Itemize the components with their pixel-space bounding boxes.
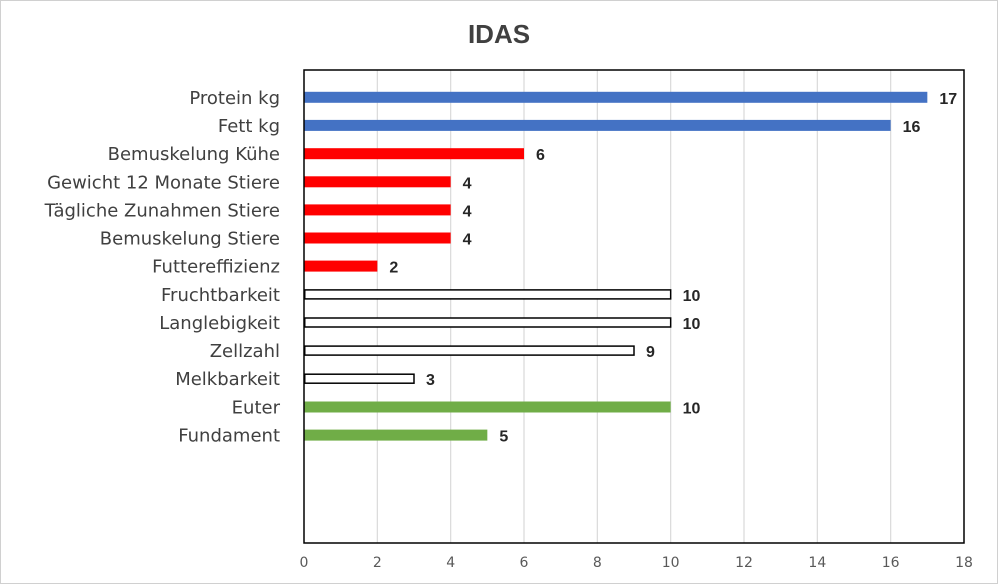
bar-futtereffizienz bbox=[304, 260, 378, 272]
category-label-gewicht-12-monate-stiere: Gewicht 12 Monate Stiere bbox=[47, 172, 280, 193]
data-label-gewicht-12-monate-stiere: 4 bbox=[463, 175, 472, 192]
x-tick-label: 8 bbox=[593, 555, 602, 571]
category-label-fruchtbarkeit: Fruchtbarkeit bbox=[161, 285, 280, 306]
category-label-fundament: Fundament bbox=[178, 426, 280, 447]
category-label-bemuskelung-kuehe: Bemuskelung Kühe bbox=[108, 144, 280, 165]
category-label-protein-kg: Protein kg bbox=[189, 88, 280, 109]
data-label-fundament: 5 bbox=[499, 429, 508, 446]
data-label-melkbarkeit: 3 bbox=[426, 372, 435, 389]
data-label-langlebigkeit: 10 bbox=[683, 316, 701, 333]
bar-fundament bbox=[304, 429, 488, 441]
category-label-bemuskelung-stiere: Bemuskelung Stiere bbox=[100, 229, 280, 250]
x-tick-label: 2 bbox=[373, 555, 382, 571]
data-label-fruchtbarkeit: 10 bbox=[683, 288, 701, 305]
bar-fruchtbarkeit bbox=[304, 289, 672, 300]
data-label-zellzahl: 9 bbox=[646, 344, 655, 361]
category-label-zellzahl: Zellzahl bbox=[210, 341, 280, 362]
category-label-euter: Euter bbox=[232, 398, 281, 419]
category-label-melkbarkeit: Melkbarkeit bbox=[175, 369, 280, 390]
data-labels: 17 16 6 4 4 4 2 10 10 9 3 10 5 bbox=[389, 91, 957, 446]
data-label-bemuskelung-stiere: 4 bbox=[463, 232, 472, 249]
x-axis-tick-labels: 0 2 4 6 8 10 12 14 16 18 bbox=[300, 555, 973, 571]
bar-melkbarkeit bbox=[304, 373, 415, 384]
bar-zellzahl bbox=[304, 345, 635, 356]
data-label-protein-kg: 17 bbox=[939, 91, 957, 108]
category-label-fett-kg: Fett kg bbox=[218, 116, 280, 137]
bar-fett-kg bbox=[304, 119, 891, 131]
x-tick-label: 18 bbox=[955, 555, 973, 571]
category-labels: Protein kg Fett kg Bemuskelung Kühe Gewicht… bbox=[44, 88, 281, 447]
x-tick-label: 4 bbox=[446, 555, 455, 571]
x-tick-label: 16 bbox=[882, 555, 900, 571]
bars bbox=[304, 91, 928, 441]
x-tick-label: 10 bbox=[662, 555, 680, 571]
data-label-bemuskelung-kuehe: 6 bbox=[536, 147, 545, 164]
bar-langlebigkeit bbox=[304, 317, 672, 328]
bar-taegliche-zunahmen-stiere bbox=[304, 204, 451, 216]
chart-title: IDAS bbox=[467, 19, 531, 49]
bar-protein-kg bbox=[304, 91, 928, 103]
bar-euter bbox=[304, 401, 671, 413]
bar-gewicht-12-monate-stiere bbox=[304, 176, 451, 188]
bar-bemuskelung-kuehe bbox=[304, 148, 524, 160]
data-label-euter: 10 bbox=[683, 401, 701, 418]
category-label-langlebigkeit: Langlebigkeit bbox=[159, 313, 280, 334]
category-label-taegliche-zunahmen-stiere: Tägliche Zunahmen Stiere bbox=[44, 200, 280, 221]
x-tick-label: 12 bbox=[735, 555, 753, 571]
bar-bemuskelung-stiere bbox=[304, 232, 451, 244]
data-label-taegliche-zunahmen-stiere: 4 bbox=[463, 203, 472, 220]
data-label-fett-kg: 16 bbox=[903, 119, 921, 136]
gridlines bbox=[376, 70, 892, 543]
x-tick-label: 0 bbox=[300, 555, 309, 571]
x-tick-label: 14 bbox=[808, 555, 826, 571]
x-tick-label: 6 bbox=[520, 555, 529, 571]
category-label-futtereffizienz: Futtereffizienz bbox=[152, 257, 280, 278]
data-label-futtereffizienz: 2 bbox=[389, 260, 398, 277]
plot-border bbox=[303, 69, 965, 544]
